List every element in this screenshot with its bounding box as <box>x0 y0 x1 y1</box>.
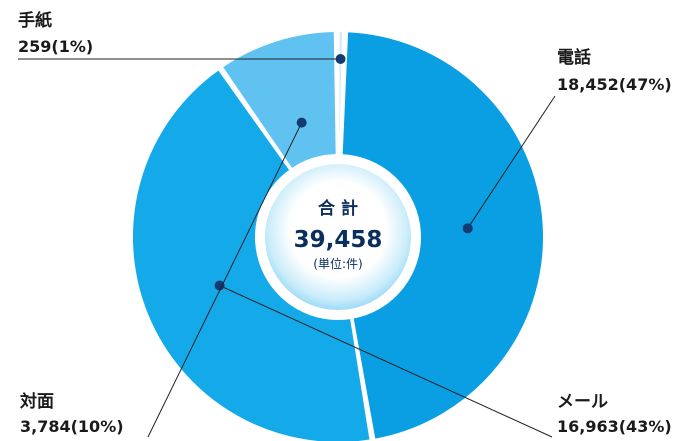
total-value: 39,458 <box>294 227 383 253</box>
slice-label-value: 16,963(43%) <box>557 417 672 436</box>
slice-label-name: 電話 <box>557 47 591 68</box>
callout-marker <box>462 223 473 234</box>
slice-label-name: メール <box>557 392 608 412</box>
slice-label-value: 3,784(10%) <box>20 417 124 436</box>
total-label: 合 計 <box>318 198 358 219</box>
callout-marker <box>296 117 307 128</box>
callout-line <box>147 122 303 438</box>
callout-marker <box>335 54 346 65</box>
pie-slice <box>220 30 338 171</box>
center-disc <box>265 164 411 310</box>
slice-label-value: 18,452(47%) <box>557 75 672 94</box>
slice-label-value: 259(1%) <box>18 37 93 56</box>
slice-label-name: 手紙 <box>18 10 52 31</box>
callout-lines <box>17 54 556 438</box>
callout-line <box>219 285 553 438</box>
callout-line <box>467 95 556 229</box>
callout-marker <box>214 280 225 291</box>
callout-labels: 電話 18,452(47%) メール 16,963(43%) 対面 3,784(… <box>18 10 672 436</box>
center-hub: 合 計 39,458 (単位:件) <box>256 155 420 319</box>
total-unit: (単位:件) <box>313 256 362 271</box>
slice-label-name: 対面 <box>19 391 54 412</box>
